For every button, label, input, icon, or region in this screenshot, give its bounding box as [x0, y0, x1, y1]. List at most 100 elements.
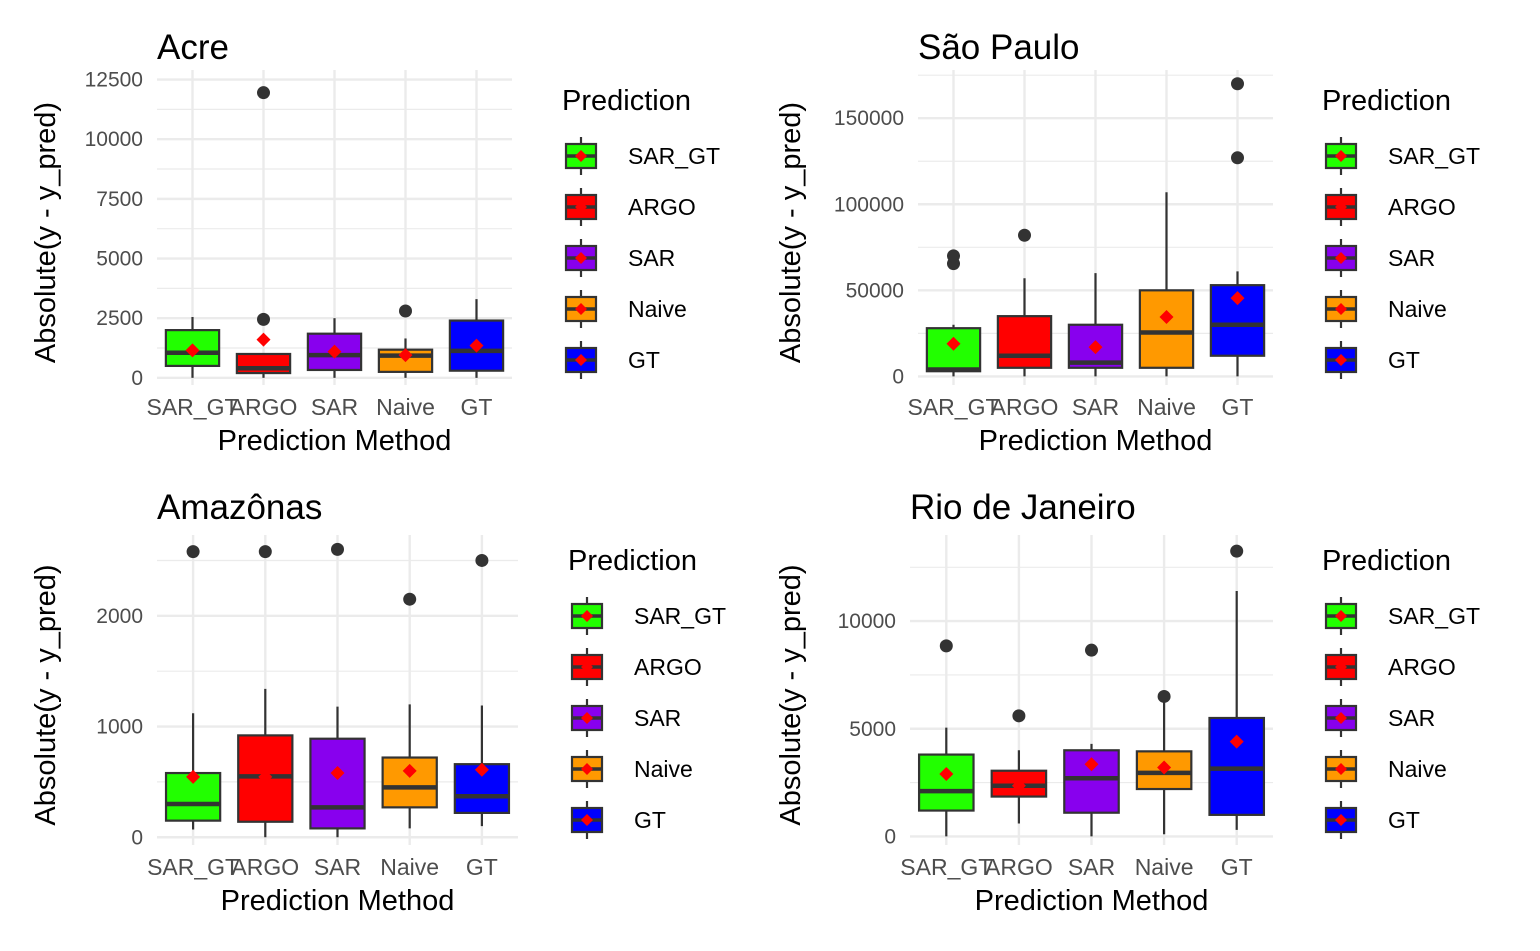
legend-label: SAR — [634, 705, 681, 731]
outlier-point — [947, 249, 960, 263]
y-tick-label: 100000 — [834, 193, 904, 216]
mean-marker — [256, 332, 271, 347]
legend-key-GT: GT — [570, 801, 666, 839]
legend-mean-marker — [1335, 303, 1347, 315]
legend-mean-marker — [575, 252, 587, 264]
box-GT — [453, 553, 511, 827]
mean-marker — [469, 338, 484, 353]
mean-marker — [258, 769, 273, 784]
legend-key-ARGO: ARGO — [570, 648, 702, 686]
x-tick-label: GT — [1222, 394, 1254, 420]
legend-label: GT — [1388, 347, 1420, 373]
outlier-point — [257, 312, 270, 326]
legend-label: ARGO — [1388, 194, 1456, 220]
y-tick-label: 150000 — [834, 107, 904, 130]
mean-marker — [1011, 778, 1026, 793]
box-SAR_GT — [925, 249, 982, 377]
legend-key-ARGO: ARGO — [1324, 188, 1456, 226]
outlier-point — [1018, 228, 1031, 242]
legend-title: Prediction — [568, 545, 697, 577]
mean-marker — [330, 766, 345, 781]
legend-mean-marker — [581, 763, 593, 775]
legend-key-GT: GT — [564, 341, 660, 379]
legend-key-SAR_GT: SAR_GT — [1324, 137, 1480, 175]
y-axis-title: Absolute(y - y_pred) — [30, 564, 62, 825]
legend-mean-marker — [581, 712, 593, 724]
x-tick-label: GT — [466, 854, 498, 880]
box-Naive — [1135, 689, 1193, 835]
x-tick-label: ARGO — [231, 854, 299, 880]
box-ARGO — [235, 86, 292, 378]
x-tick-label: Naive — [1137, 394, 1196, 420]
legend-mean-marker — [1335, 252, 1347, 264]
box-ARGO — [990, 709, 1048, 824]
y-tick-label: 2000 — [96, 605, 143, 628]
legend-label: GT — [628, 347, 660, 373]
legend-mean-marker — [581, 610, 593, 622]
legend-key-SAR_GT: SAR_GT — [564, 137, 720, 175]
outlier-point — [1012, 709, 1026, 723]
legend-mean-marker — [575, 150, 587, 162]
y-tick-label: 1000 — [96, 716, 143, 739]
outlier-point — [331, 542, 344, 556]
box-SAR_GT — [917, 639, 975, 837]
legend-mean-marker — [581, 661, 593, 673]
x-tick-label: SAR_GT — [900, 854, 992, 880]
mean-marker — [185, 343, 200, 358]
x-axis-title: Prediction Method — [221, 885, 455, 917]
y-tick-label: 50000 — [846, 279, 904, 302]
box-GT — [1209, 77, 1266, 377]
outlier-point — [1231, 77, 1244, 91]
outlier-point — [258, 545, 272, 559]
box-Naive — [1138, 192, 1195, 377]
x-tick-label: SAR_GT — [907, 394, 999, 420]
y-tick-label: 12500 — [85, 69, 143, 92]
legend-label: GT — [634, 807, 666, 833]
x-tick-label: SAR — [1068, 854, 1115, 880]
y-tick-label: 0 — [884, 825, 896, 848]
mean-marker — [327, 344, 342, 359]
legend-mean-marker — [1335, 150, 1347, 162]
x-tick-label: SAR — [311, 394, 358, 420]
legend-mean-marker — [575, 303, 587, 315]
legend-mean-marker — [1335, 610, 1347, 622]
outlier-point — [399, 304, 412, 318]
x-tick-label: GT — [1221, 854, 1253, 880]
legend-key-Naive: Naive — [564, 290, 687, 328]
box-SAR — [1067, 273, 1124, 377]
mean-marker — [1017, 339, 1032, 354]
mean-marker — [1084, 757, 1099, 772]
y-tick-label: 5000 — [96, 248, 143, 271]
outlier-point — [939, 639, 953, 653]
x-tick-label: Naive — [1135, 854, 1194, 880]
mean-marker — [1230, 291, 1245, 306]
legend-key-SAR: SAR — [1324, 239, 1435, 277]
legend-title: Prediction — [1322, 85, 1451, 117]
legend-key-Naive: Naive — [1324, 750, 1447, 788]
box-ARGO — [996, 228, 1053, 377]
legend-label: SAR — [1388, 245, 1435, 271]
outlier-point — [1231, 151, 1244, 165]
legend-label: ARGO — [1388, 654, 1456, 680]
legend-label: GT — [1388, 807, 1420, 833]
y-tick-label: 7500 — [96, 188, 143, 211]
y-tick-label: 5000 — [849, 718, 896, 741]
box-GT — [1208, 544, 1266, 830]
x-axis-title: Prediction Method — [218, 425, 452, 457]
box-GT — [448, 299, 505, 378]
legend-key-Naive: Naive — [1324, 290, 1447, 328]
y-tick-label: 0 — [131, 826, 143, 849]
box-ARGO — [237, 545, 294, 838]
x-tick-label: Naive — [376, 394, 435, 420]
panel-title: Amazônas — [157, 488, 322, 527]
legend: Prediction SAR_GT ARGO SAR Naive GT — [1322, 85, 1480, 379]
legend-label: Naive — [1388, 756, 1447, 782]
mean-marker — [939, 766, 954, 781]
mean-marker — [1229, 734, 1244, 749]
legend-key-ARGO: ARGO — [1324, 648, 1456, 686]
legend-label: Naive — [634, 756, 693, 782]
legend-mean-marker — [575, 201, 587, 213]
box-Naive — [377, 304, 434, 378]
